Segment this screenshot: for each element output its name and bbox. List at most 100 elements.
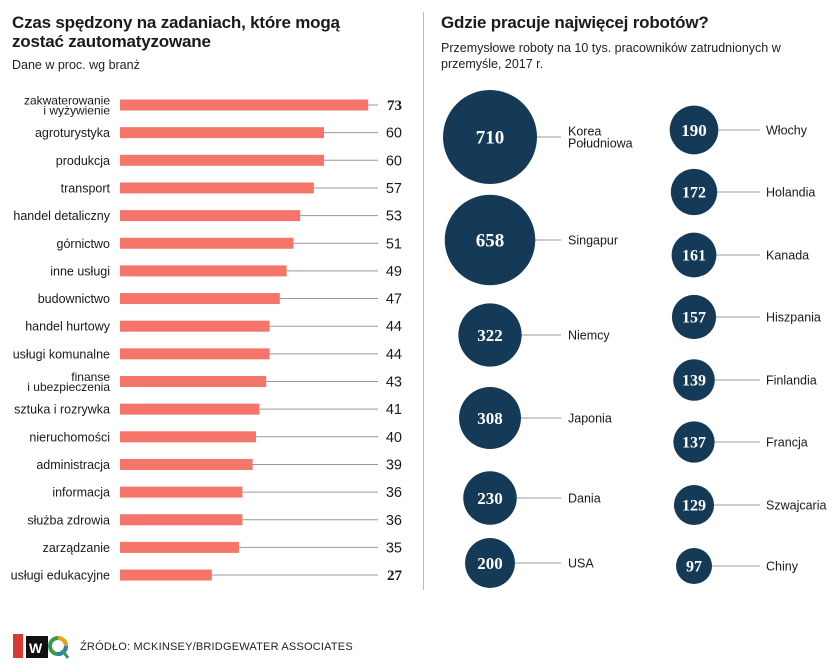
bubble (671, 294, 717, 340)
source-note: ŹRÓDŁO: MCKINSEY/BRIDGEWATER ASSOCIATES (80, 641, 353, 653)
value-label: 44 (386, 319, 402, 335)
category-label: i wyżywienie (43, 104, 110, 118)
category-label: budownictwo (38, 292, 110, 306)
country-label: Holandia (766, 186, 815, 200)
bar (120, 127, 324, 139)
bubble-value: 190 (681, 121, 707, 140)
bubble (458, 303, 522, 367)
bubble (671, 232, 717, 278)
category-label: informacja (52, 486, 110, 500)
bar (120, 569, 212, 581)
bar (120, 265, 287, 277)
bar (120, 182, 314, 194)
value-label: 53 (386, 209, 402, 225)
logo-red-block (13, 634, 23, 658)
bar (120, 541, 239, 553)
bubble (465, 538, 515, 588)
bar (120, 376, 267, 387)
country-label: Korea (568, 125, 601, 139)
value-label: 51 (386, 236, 402, 252)
country-label: Niemcy (568, 329, 610, 343)
category-label: nieruchomości (29, 430, 110, 444)
bar (120, 348, 270, 360)
category-label: inne usługi (50, 264, 110, 278)
country-label: Szwajcaria (766, 499, 826, 513)
bubble (673, 484, 715, 526)
right-chart-subtitle: Przemysłowe roboty na 10 tys. pracownikó… (441, 41, 781, 71)
bar (120, 514, 243, 526)
country-label: Japonia (568, 412, 612, 426)
category-label: zarządzanie (43, 541, 110, 555)
country-label: Chiny (766, 560, 799, 574)
value-label: 43 (386, 375, 402, 391)
bubble-value: 230 (477, 489, 503, 508)
bar (120, 431, 256, 443)
bubble-value: 172 (682, 185, 706, 202)
country-label: Hiszpania (766, 311, 821, 325)
value-label: 73 (387, 98, 402, 114)
bubble (676, 548, 712, 584)
category-label: górnictwo (57, 237, 111, 251)
country-label: Włochy (766, 124, 808, 138)
category-label: produkcja (56, 154, 110, 168)
country-label: Francja (766, 436, 808, 450)
bar (120, 320, 270, 332)
panel-divider (423, 12, 424, 590)
category-label: finanse (71, 370, 110, 384)
bubble (669, 105, 719, 155)
value-label: 40 (386, 430, 402, 446)
bubble-value: 157 (682, 310, 706, 327)
bar (120, 486, 243, 498)
bubble (670, 168, 718, 216)
category-label: usługi edukacyjne (11, 569, 110, 583)
bar (120, 237, 294, 249)
bubble (444, 194, 536, 286)
logo-black-block (26, 636, 48, 658)
bar (120, 210, 301, 222)
bubble (443, 90, 537, 184)
bubble-value: 137 (682, 435, 706, 452)
bubble-value: 710 (476, 128, 505, 149)
value-label: 49 (386, 264, 402, 280)
country-label: USA (568, 557, 594, 571)
svg-text:W: W (29, 640, 43, 656)
bar (120, 458, 253, 470)
value-label: 60 (386, 126, 402, 142)
value-label: 47 (386, 292, 402, 308)
value-label: 36 (386, 485, 402, 501)
bar (120, 293, 280, 305)
bar (120, 99, 369, 111)
value-label: 39 (386, 457, 402, 473)
category-label: handel detaliczny (13, 209, 110, 223)
value-label: 60 (386, 153, 402, 169)
bar (120, 154, 324, 166)
bubble-value: 97 (686, 559, 702, 576)
country-label: Kanada (766, 249, 809, 263)
publisher-logo: W (12, 632, 70, 662)
value-label: 36 (386, 513, 402, 529)
category-label: służba zdrowia (27, 513, 110, 527)
category-label: usługi komunalne (13, 347, 110, 361)
country-label: Południowa (568, 137, 633, 151)
left-chart-title: Czas spędzony na zadaniach, które mogą z… (12, 13, 340, 51)
country-label: Finlandia (766, 374, 817, 388)
bubble-value: 658 (476, 231, 505, 252)
bubble-value: 161 (682, 248, 706, 265)
bubble (673, 359, 715, 401)
left-chart-subtitle: Dane w proc. wg branż (12, 58, 140, 72)
country-label: Singapur (568, 234, 618, 248)
category-label: administracja (36, 458, 110, 472)
category-label: zakwaterowanie (24, 94, 110, 108)
category-label: agroturystyka (35, 126, 110, 140)
bubble (463, 471, 517, 525)
bubble-value: 308 (477, 409, 503, 428)
bubble (459, 387, 521, 449)
country-label: Dania (568, 492, 601, 506)
value-label: 57 (386, 181, 402, 197)
category-label: handel hurtowy (25, 320, 111, 334)
category-label: sztuka i rozrywka (14, 403, 110, 417)
value-label: 27 (387, 568, 403, 584)
bubble-value: 129 (682, 498, 706, 515)
